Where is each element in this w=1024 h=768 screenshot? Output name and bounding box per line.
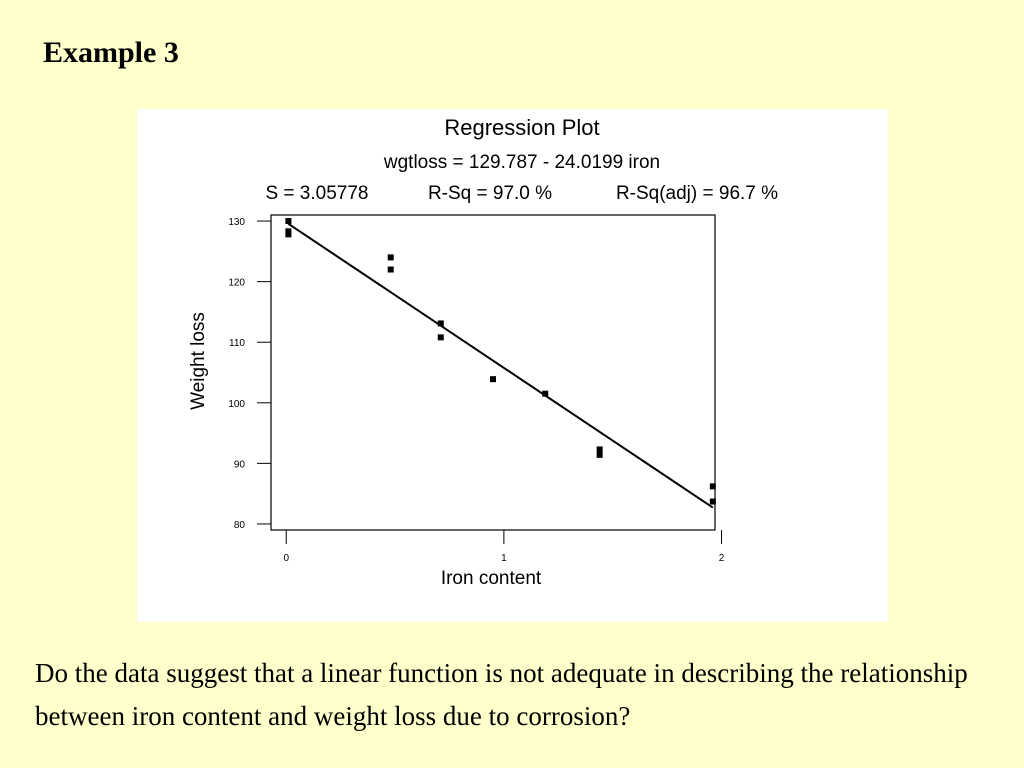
x-axis-label: Iron content: [441, 568, 542, 589]
chart-title: Regression Plot: [444, 115, 599, 140]
y-tick-label-80: 80: [234, 520, 246, 531]
x-tick-label-1: 1: [501, 553, 507, 564]
data-point-10: [596, 446, 603, 453]
regression-plot: Regression Plot wgtloss = 129.787 - 24.0…: [137, 109, 888, 622]
data-point-2: [285, 228, 292, 235]
y-tick-label-130: 130: [228, 217, 245, 228]
data-point-13: [709, 498, 716, 505]
y-tick-label-100: 100: [228, 399, 245, 410]
y-tick-label-90: 90: [234, 459, 246, 470]
chart-marks: 80 90 100 110 120 130 0 1 2: [228, 217, 724, 564]
data-point-12: [709, 483, 716, 490]
plot-frame: [270, 214, 716, 531]
y-tick-label-110: 110: [229, 338, 245, 349]
x-tick-label-0: 0: [283, 553, 289, 564]
data-point-3: [285, 231, 292, 238]
data-point-11: [596, 451, 603, 458]
data-point-8: [490, 376, 496, 383]
slide-title: Example 3: [43, 36, 179, 69]
chart-stat-rsq: R-Sq = 97.0 %: [428, 183, 552, 204]
data-point-6: [437, 320, 444, 327]
data-point-1: [285, 218, 292, 225]
chart-stat-rsq-adj: R-Sq(adj) = 96.7 %: [616, 183, 778, 204]
data-point-9: [542, 390, 549, 397]
regression-line: [287, 222, 714, 509]
x-tick-label-2: 2: [719, 553, 725, 564]
data-point-7: [437, 334, 444, 341]
y-axis-label: Weight loss: [188, 312, 209, 410]
regression-plot-svg: Regression Plot wgtloss = 129.787 - 24.0…: [188, 115, 778, 589]
y-tick-label-120: 120: [228, 278, 245, 289]
data-point-4: [387, 254, 394, 261]
chart-equation: wgtloss = 129.787 - 24.0199 iron: [383, 152, 660, 173]
data-point-5: [387, 266, 394, 273]
chart-stat-s: S = 3.05778: [265, 183, 368, 204]
question-text: Do the data suggest that a linear functi…: [35, 658, 968, 731]
